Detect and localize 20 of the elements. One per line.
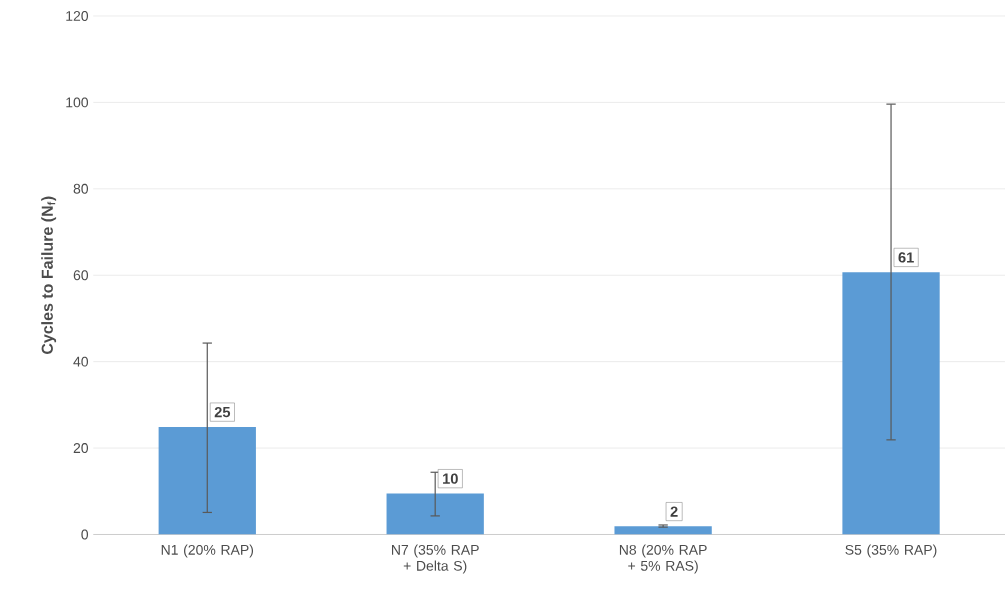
bar	[614, 526, 712, 535]
y-tick-label: 120	[66, 10, 89, 21]
bar	[158, 426, 256, 535]
data-label: 25	[214, 406, 231, 418]
y-axis-title: Cycles to Failure (N$_{f}$)	[41, 196, 57, 354]
y-tick-label: 60	[73, 270, 89, 281]
y-tick-label: 0	[81, 529, 89, 540]
x-tick-label: N8 (20% RAP + 5% RAS)	[619, 544, 707, 574]
bar	[386, 493, 484, 535]
x-tick-label: N7 (35% RAP + Delta S)	[392, 544, 479, 574]
y-tick-label: 40	[73, 356, 89, 367]
y-tick-label: 20	[73, 443, 89, 453]
y-tick-label: 100	[66, 97, 89, 108]
data-label: 2	[670, 506, 678, 517]
x-tick-label: N1 (20% RAP)	[161, 544, 254, 558]
data-label: 61	[898, 252, 914, 263]
y-tick-label: 80	[73, 183, 89, 194]
data-label: 10	[443, 473, 458, 484]
bar	[842, 272, 940, 535]
x-tick-label: S5 (35% RAP)	[845, 544, 937, 558]
